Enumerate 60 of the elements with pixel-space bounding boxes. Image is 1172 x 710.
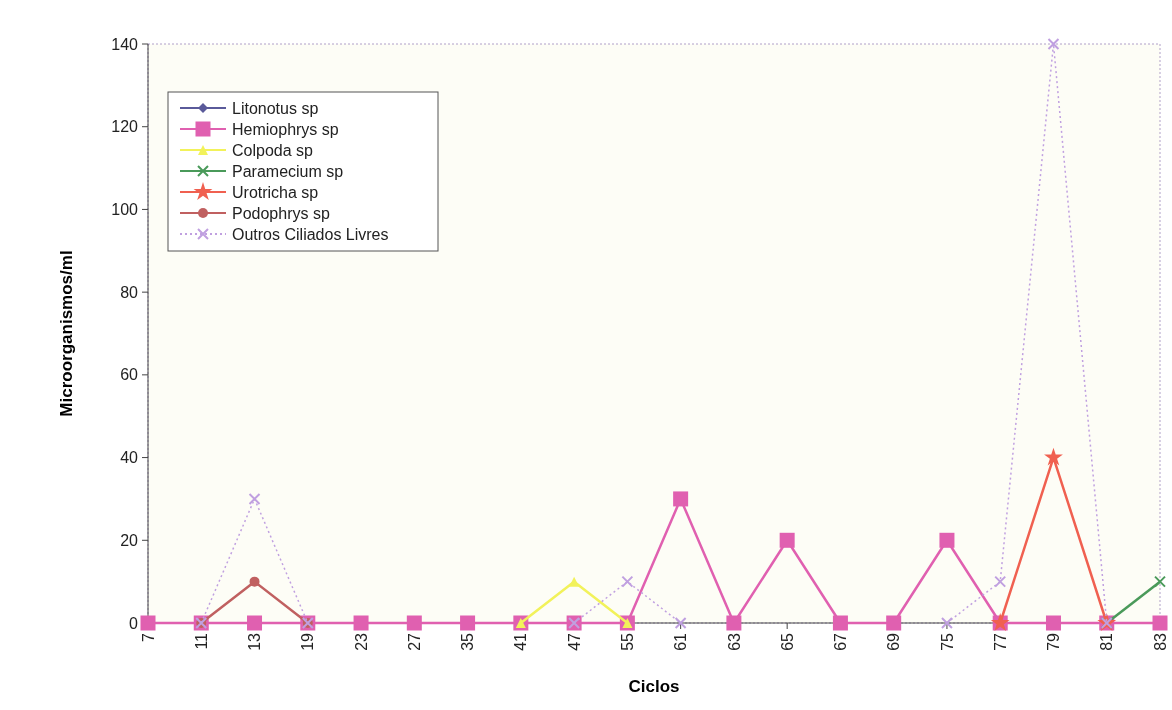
point <box>1045 615 1061 631</box>
x-tick-label: 19 <box>299 632 317 651</box>
x-tick-label: 7 <box>139 632 157 642</box>
point <box>1047 38 1060 50</box>
x-tick-label: 79 <box>1045 632 1063 651</box>
x-axis-title: Ciclos <box>628 677 680 696</box>
x-tick-label: 13 <box>246 632 264 651</box>
legend-label: Paramecium sp <box>232 162 344 180</box>
x-tick-label: 35 <box>459 632 477 651</box>
x-tick-label: 11 <box>192 632 210 650</box>
point <box>674 617 687 629</box>
x-tick-label: 81 <box>1098 632 1116 651</box>
x-tick-label: 61 <box>672 632 690 651</box>
x-tick-label: 83 <box>1151 632 1169 651</box>
point <box>779 532 795 548</box>
x-tick-label: 41 <box>512 632 530 651</box>
x-tick-label: 65 <box>778 632 796 651</box>
point <box>940 617 953 629</box>
point <box>249 576 260 587</box>
legend-label: Colpoda sp <box>232 141 314 159</box>
legend-label: Podophrys sp <box>232 204 330 222</box>
x-tick-label: 47 <box>565 632 583 651</box>
x-tick-label: 69 <box>885 632 903 651</box>
point <box>939 532 955 548</box>
legend-label: Urotricha sp <box>232 183 319 201</box>
point <box>886 615 902 631</box>
x-tick-label: 77 <box>991 632 1009 651</box>
y-axis-title: Microorganismos/ml <box>57 250 76 417</box>
x-tick-label: 75 <box>938 632 956 651</box>
point <box>621 575 634 588</box>
x-tick-label: 67 <box>832 632 850 651</box>
point <box>1154 575 1166 588</box>
legend-label: Litonotus sp <box>232 99 319 117</box>
y-tick-label: 80 <box>120 283 139 301</box>
x-tick-label: 23 <box>352 632 370 651</box>
point <box>248 492 261 505</box>
point <box>460 615 476 631</box>
point <box>673 491 689 507</box>
point <box>1044 447 1063 466</box>
y-tick-label: 60 <box>120 366 139 384</box>
point <box>569 576 580 587</box>
point <box>726 615 742 631</box>
x-tick-label: 55 <box>618 632 636 651</box>
x-tick-label: 63 <box>725 632 743 651</box>
point <box>1152 615 1168 631</box>
y-tick-label: 40 <box>120 449 139 467</box>
point <box>832 615 848 631</box>
y-tick-label: 140 <box>111 35 139 53</box>
y-tick-label: 0 <box>129 614 139 632</box>
x-tick-label: 27 <box>405 632 423 651</box>
point <box>247 615 263 631</box>
point <box>140 615 156 631</box>
y-tick-label: 120 <box>111 118 139 136</box>
point <box>994 575 1007 588</box>
point <box>406 615 422 631</box>
legend-label: Outros Ciliados Livres <box>232 225 389 243</box>
y-tick-label: 100 <box>111 201 139 219</box>
point <box>353 615 369 631</box>
y-tick-label: 20 <box>120 531 139 549</box>
legend-label: Hemiophrys sp <box>232 120 339 138</box>
